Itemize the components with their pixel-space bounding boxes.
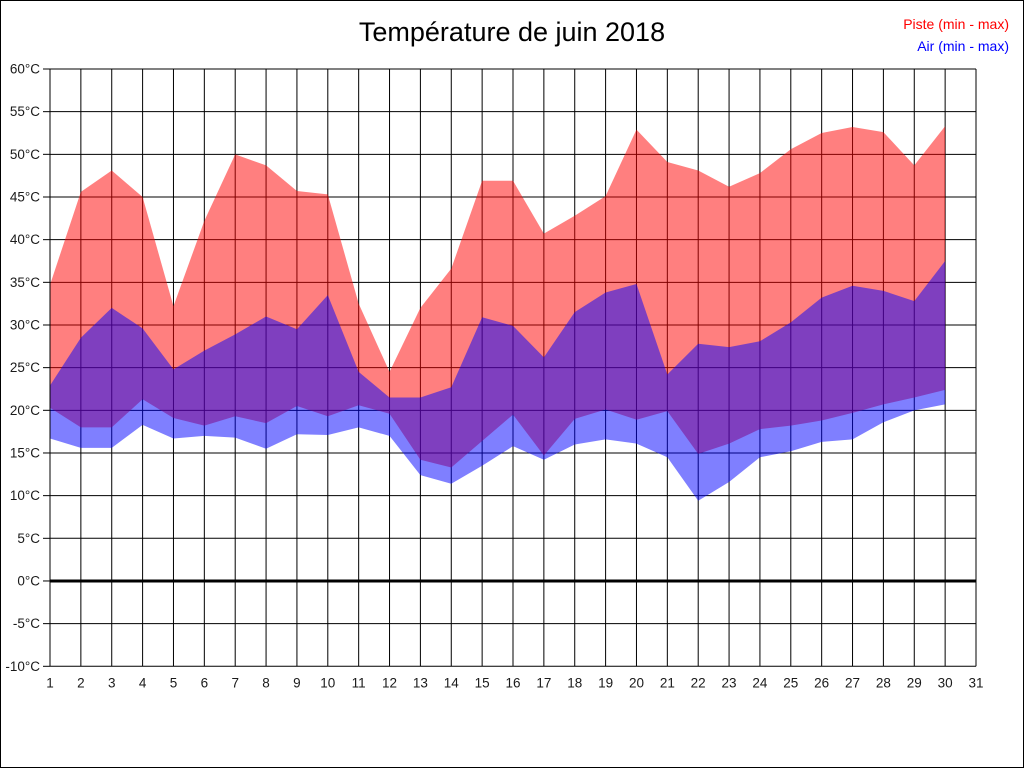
svg-text:40°C: 40°C xyxy=(10,232,40,247)
svg-text:31: 31 xyxy=(968,675,983,690)
svg-text:4: 4 xyxy=(139,675,147,690)
svg-text:27: 27 xyxy=(845,675,860,690)
svg-text:26: 26 xyxy=(814,675,829,690)
svg-text:60°C: 60°C xyxy=(10,62,40,77)
svg-text:5: 5 xyxy=(170,675,178,690)
svg-text:18: 18 xyxy=(567,675,582,690)
svg-text:28: 28 xyxy=(876,675,891,690)
svg-text:14: 14 xyxy=(444,675,460,690)
svg-text:24: 24 xyxy=(752,675,768,690)
svg-text:20: 20 xyxy=(629,675,644,690)
svg-text:6: 6 xyxy=(201,675,209,690)
svg-text:11: 11 xyxy=(352,675,366,690)
svg-text:12: 12 xyxy=(382,675,397,690)
svg-text:8: 8 xyxy=(262,675,270,690)
svg-text:3: 3 xyxy=(108,675,116,690)
svg-text:23: 23 xyxy=(722,675,737,690)
svg-text:45°C: 45°C xyxy=(10,189,40,204)
svg-text:50°C: 50°C xyxy=(10,147,40,162)
svg-text:-5°C: -5°C xyxy=(13,616,40,631)
svg-text:1: 1 xyxy=(46,675,54,690)
svg-text:5°C: 5°C xyxy=(17,531,40,546)
svg-text:15: 15 xyxy=(475,675,490,690)
svg-text:13: 13 xyxy=(413,675,428,690)
svg-text:25°C: 25°C xyxy=(10,360,40,375)
legend-air-label: Air (min - max) xyxy=(917,38,1009,54)
svg-text:15°C: 15°C xyxy=(10,445,40,460)
svg-text:21: 21 xyxy=(660,675,675,690)
svg-text:10°C: 10°C xyxy=(10,488,40,503)
svg-text:7: 7 xyxy=(231,675,239,690)
svg-text:-10°C: -10°C xyxy=(5,659,40,674)
svg-text:55°C: 55°C xyxy=(10,104,40,119)
chart-legend: Piste (min - max) Air (min - max) xyxy=(903,13,1009,57)
svg-text:0°C: 0°C xyxy=(17,573,40,588)
page-title: Température de juin 2018 xyxy=(358,17,666,47)
svg-text:16: 16 xyxy=(505,675,520,690)
svg-text:29: 29 xyxy=(907,675,922,690)
svg-text:20°C: 20°C xyxy=(10,403,40,418)
svg-text:2: 2 xyxy=(77,675,85,690)
svg-text:30: 30 xyxy=(938,675,953,690)
svg-text:35°C: 35°C xyxy=(10,275,40,290)
svg-text:25: 25 xyxy=(783,675,798,690)
svg-text:9: 9 xyxy=(293,675,301,690)
svg-text:17: 17 xyxy=(536,675,551,690)
svg-text:30°C: 30°C xyxy=(10,317,40,332)
svg-text:10: 10 xyxy=(320,675,335,690)
legend-piste-label: Piste (min - max) xyxy=(903,16,1009,32)
svg-text:19: 19 xyxy=(598,675,613,690)
svg-text:22: 22 xyxy=(691,675,706,690)
